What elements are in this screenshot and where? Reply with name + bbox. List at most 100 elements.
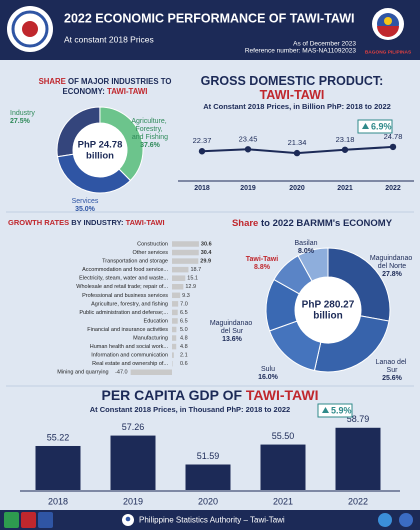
bar — [260, 444, 306, 490]
center-label: billion — [86, 151, 114, 162]
slice-label: Industry — [10, 110, 35, 117]
bar — [172, 309, 178, 316]
value-label: 23.45 — [239, 134, 258, 143]
donut-hole — [73, 123, 127, 177]
up-arrow — [362, 123, 369, 129]
chart-subtitle: At Constant 2018 Prices, in Billion PhP:… — [203, 102, 391, 111]
psa-logo-ring — [11, 10, 49, 48]
value-label: 12.9 — [185, 284, 196, 290]
category-label: Construction — [137, 241, 168, 247]
slice-label: Lanao del Sur — [376, 359, 409, 374]
title-part: ECONOMY: — [63, 87, 107, 96]
value-label: 22.37 — [193, 136, 212, 145]
header-band — [0, 0, 420, 60]
value-label: 4.8 — [180, 344, 188, 350]
header-title: 2022 ECONOMIC PERFORMANCE OF TAWI-TAWI — [64, 11, 355, 25]
center-label: billion — [313, 311, 342, 322]
value-label: 58.79 — [347, 414, 370, 424]
slice-value: 13.6% — [222, 336, 243, 343]
value-label: 30.4 — [201, 250, 213, 256]
category-label: Information and communication — [91, 353, 168, 359]
bar — [172, 292, 181, 299]
slice-value: 8.0% — [298, 248, 315, 255]
x-tick-label: 2019 — [240, 185, 256, 192]
title-part: TAWI-TAWI — [107, 87, 147, 96]
slice-value: 27.5% — [10, 118, 31, 125]
bar — [172, 318, 178, 324]
title-part: BY INDUSTRY: — [69, 218, 126, 227]
value-label: 2.1 — [180, 353, 188, 359]
category-label: Wholesale and retail trade; repair of... — [76, 284, 168, 290]
footer-logo — [21, 512, 36, 528]
bagong-pilipinas-logo-red — [377, 26, 399, 37]
twitter-icon[interactable] — [378, 513, 392, 527]
value-label: 55.22 — [47, 432, 70, 442]
slice-value: 25.6% — [382, 375, 403, 382]
value-label: 5.0 — [180, 327, 188, 333]
slice-value: 37.6% — [140, 142, 161, 149]
change-badge — [317, 403, 353, 418]
chart-title: SHARE OF MAJOR INDUSTRIES TO — [39, 77, 172, 86]
slice-label: Tawi-Tawi — [246, 256, 278, 263]
slice-label: Sulu — [261, 366, 275, 373]
title-part: TAWI-TAWI — [246, 387, 319, 403]
gdp-point — [389, 143, 397, 151]
category-label: Financial and insurance activities — [87, 327, 168, 333]
gdp-point — [293, 149, 301, 157]
chart-title: TAWI-TAWI — [260, 88, 325, 102]
chart-title: Share to 2022 BARMM's ECONOMY — [232, 218, 393, 229]
x-tick-label: 2020 — [289, 185, 305, 192]
title-part: OF MAJOR INDUSTRIES TO — [66, 77, 172, 86]
category-label: Human health and social work... — [90, 344, 169, 350]
bar — [172, 360, 173, 367]
title-part: Share — [232, 218, 258, 229]
x-tick-label: 2020 — [198, 496, 218, 506]
value-label: 57.26 — [122, 422, 145, 432]
bar — [130, 369, 172, 375]
category-label: Education — [144, 318, 168, 324]
slice-value: 27.8% — [382, 271, 403, 278]
chart-subtitle: At Constant 2018 Prices, in Thousand PhP… — [90, 405, 290, 414]
category-label: Agriculture, forestry, and fishing — [91, 301, 168, 307]
category-label: Accommodation and food service... — [82, 267, 168, 273]
value-label: 29.9 — [200, 259, 211, 265]
value-label: 21.34 — [288, 138, 307, 147]
change-label: 5.9% — [331, 405, 352, 415]
bagong-pilipinas-logo-sun — [384, 17, 392, 25]
title-part: to 2022 BARMM's ECONOMY — [258, 218, 392, 229]
slice-label: Agriculture, Forestry, and Fishing — [131, 118, 168, 141]
title-part: TAWI-TAWI — [260, 88, 325, 102]
slice-value: 16.0% — [258, 374, 279, 381]
category-label: Electricity, steam, water and waste... — [79, 276, 168, 282]
donut-hole — [295, 277, 361, 343]
value-label: 23.18 — [336, 135, 355, 144]
category-label: Real estate and ownership of... — [92, 361, 168, 367]
x-tick-label: 2021 — [337, 185, 353, 192]
chart-title: ECONOMY: TAWI-TAWI — [63, 87, 148, 96]
footer-logo — [38, 512, 53, 528]
x-tick-label: 2022 — [348, 496, 368, 506]
bar — [172, 258, 199, 264]
facebook-icon[interactable] — [399, 513, 413, 527]
slice-value: 35.0% — [75, 206, 96, 213]
value-label: 15.1 — [187, 276, 198, 282]
gdp-point — [198, 148, 206, 155]
footer-band — [0, 510, 420, 530]
category-label: Other services — [133, 250, 169, 256]
footer-logo — [4, 512, 19, 528]
title-part: PER CAPITA GDP OF — [101, 387, 245, 403]
value-label: 55.50 — [272, 431, 295, 441]
bar — [172, 284, 184, 290]
bar — [172, 266, 189, 273]
as-of: As of December 2023 — [293, 41, 356, 48]
chart-title: GROSS DOMESTIC PRODUCT: — [201, 74, 384, 88]
bar — [172, 343, 177, 350]
value-label: 6.5 — [180, 318, 188, 324]
x-tick-label: 2018 — [48, 496, 68, 506]
title-part: SHARE — [39, 77, 66, 86]
category-label: Professional and business services — [82, 293, 168, 299]
up-arrow — [322, 407, 329, 413]
bar — [335, 427, 381, 490]
reference: Reference number: MAS-NA11092023 — [245, 48, 357, 55]
change-label: 6.9% — [371, 121, 392, 131]
